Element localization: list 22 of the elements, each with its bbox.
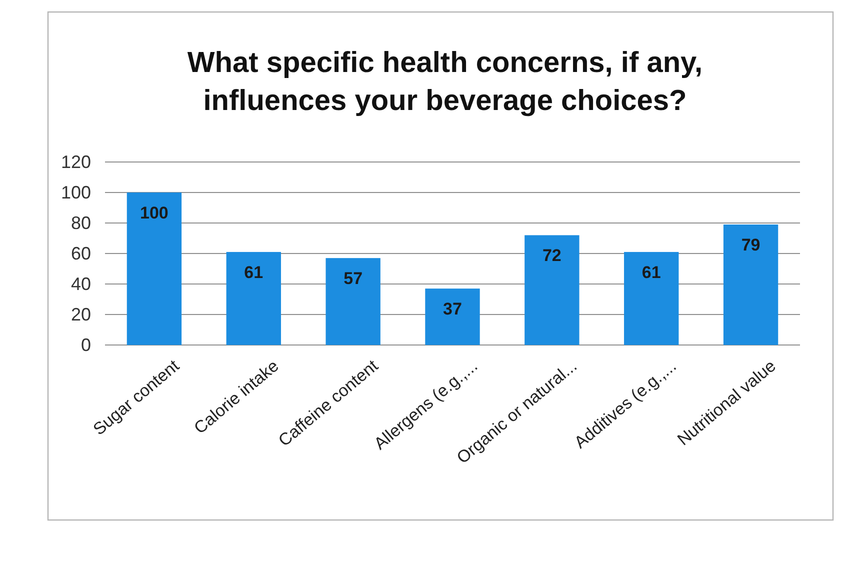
bar [624,252,679,345]
data-label: 61 [642,262,661,282]
data-label: 61 [244,262,264,282]
y-tick-label: 20 [70,304,91,324]
data-label: 57 [344,269,363,288]
y-tick-label: 60 [70,243,91,264]
y-tick-label: 120 [60,152,91,172]
data-label: 79 [741,236,760,255]
bar [723,224,778,345]
bar [126,192,182,345]
data-label: 100 [140,204,168,222]
data-label: 72 [542,246,562,266]
y-tick-label: 100 [60,182,91,202]
data-label: 37 [443,300,462,319]
y-tick-label: 0 [80,334,91,355]
chart-title: What specific health concerns, if any, influences your beverage choices? [187,47,703,117]
bar [326,258,380,345]
y-tick-label: 80 [70,212,91,233]
bar [226,252,281,345]
y-tick-label: 40 [70,274,91,294]
bar [524,235,580,345]
bar [425,288,480,345]
